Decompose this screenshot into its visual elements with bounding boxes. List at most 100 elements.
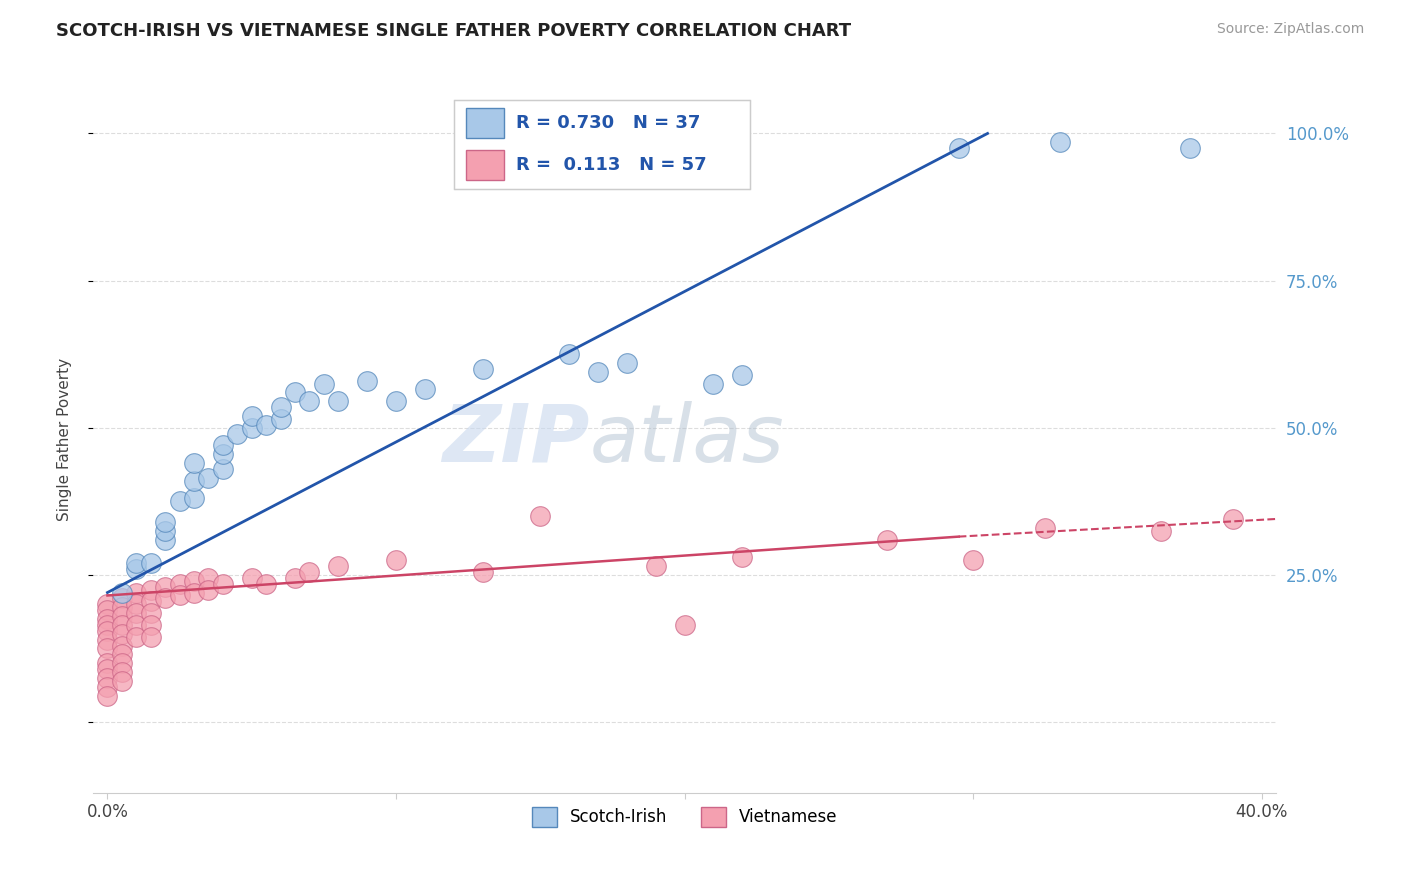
Point: [139, 582, 162, 597]
Point: [111, 591, 134, 606]
Point: [96, 689, 118, 703]
Point: [183, 474, 205, 488]
Point: [702, 376, 724, 391]
Point: [529, 509, 551, 524]
Point: [96, 662, 118, 676]
Point: [673, 618, 696, 632]
Point: [111, 585, 134, 599]
Point: [169, 589, 191, 603]
Point: [240, 421, 263, 435]
Point: [558, 347, 581, 361]
Point: [328, 559, 350, 574]
Point: [153, 515, 176, 529]
Point: [1222, 512, 1244, 526]
Point: [731, 368, 754, 382]
Point: [284, 571, 307, 585]
Point: [111, 609, 134, 624]
Legend: Scotch-Irish, Vietnamese: Scotch-Irish, Vietnamese: [524, 800, 844, 834]
Point: [240, 571, 263, 585]
Point: [212, 438, 235, 452]
Point: [644, 559, 666, 574]
Point: [212, 462, 235, 476]
Point: [254, 576, 277, 591]
Point: [298, 394, 321, 409]
Point: [111, 639, 134, 653]
Point: [948, 141, 970, 155]
Point: [240, 409, 263, 423]
Point: [197, 582, 219, 597]
Point: [413, 383, 436, 397]
Point: [169, 494, 191, 508]
Point: [125, 606, 148, 620]
Point: [111, 656, 134, 670]
Point: [96, 624, 118, 638]
Text: ZIP: ZIP: [443, 401, 591, 478]
Point: [153, 533, 176, 547]
Point: [731, 550, 754, 565]
Point: [183, 491, 205, 506]
Point: [1150, 524, 1173, 538]
Point: [125, 597, 148, 611]
Point: [270, 412, 292, 426]
Point: [96, 603, 118, 617]
Point: [139, 618, 162, 632]
Point: [153, 580, 176, 594]
Point: [111, 648, 134, 662]
Point: [153, 591, 176, 606]
Text: atlas: atlas: [591, 401, 785, 478]
Point: [139, 606, 162, 620]
Point: [125, 556, 148, 570]
Point: [169, 576, 191, 591]
Point: [111, 626, 134, 640]
Point: [125, 630, 148, 644]
Point: [1178, 141, 1201, 155]
Point: [96, 680, 118, 694]
Point: [226, 426, 249, 441]
Point: [111, 673, 134, 688]
Point: [183, 574, 205, 588]
Point: [96, 612, 118, 626]
Point: [586, 365, 609, 379]
Point: [385, 394, 408, 409]
Point: [197, 571, 219, 585]
Point: [312, 376, 335, 391]
Point: [212, 447, 235, 461]
Point: [125, 585, 148, 599]
Point: [96, 632, 118, 647]
Point: [111, 600, 134, 615]
Point: [125, 562, 148, 576]
Point: [385, 553, 408, 567]
Text: Source: ZipAtlas.com: Source: ZipAtlas.com: [1216, 22, 1364, 37]
Point: [284, 385, 307, 400]
Point: [111, 618, 134, 632]
Point: [1049, 136, 1071, 150]
Point: [298, 565, 321, 579]
Point: [153, 524, 176, 538]
Point: [328, 394, 350, 409]
Point: [139, 630, 162, 644]
Point: [183, 585, 205, 599]
Point: [125, 618, 148, 632]
Point: [212, 576, 235, 591]
Point: [356, 374, 378, 388]
Point: [183, 456, 205, 470]
Point: [471, 565, 494, 579]
Point: [96, 641, 118, 656]
Point: [876, 533, 898, 547]
Point: [96, 656, 118, 670]
Point: [270, 400, 292, 414]
Point: [962, 553, 984, 567]
Point: [1033, 521, 1056, 535]
Point: [471, 362, 494, 376]
Point: [254, 417, 277, 432]
Y-axis label: Single Father Poverty: Single Father Poverty: [58, 358, 72, 521]
Text: SCOTCH-IRISH VS VIETNAMESE SINGLE FATHER POVERTY CORRELATION CHART: SCOTCH-IRISH VS VIETNAMESE SINGLE FATHER…: [56, 22, 852, 40]
Point: [96, 597, 118, 611]
Point: [616, 356, 638, 370]
Point: [96, 618, 118, 632]
Point: [139, 594, 162, 608]
Point: [139, 556, 162, 570]
Point: [111, 665, 134, 679]
Point: [96, 671, 118, 685]
Point: [197, 471, 219, 485]
